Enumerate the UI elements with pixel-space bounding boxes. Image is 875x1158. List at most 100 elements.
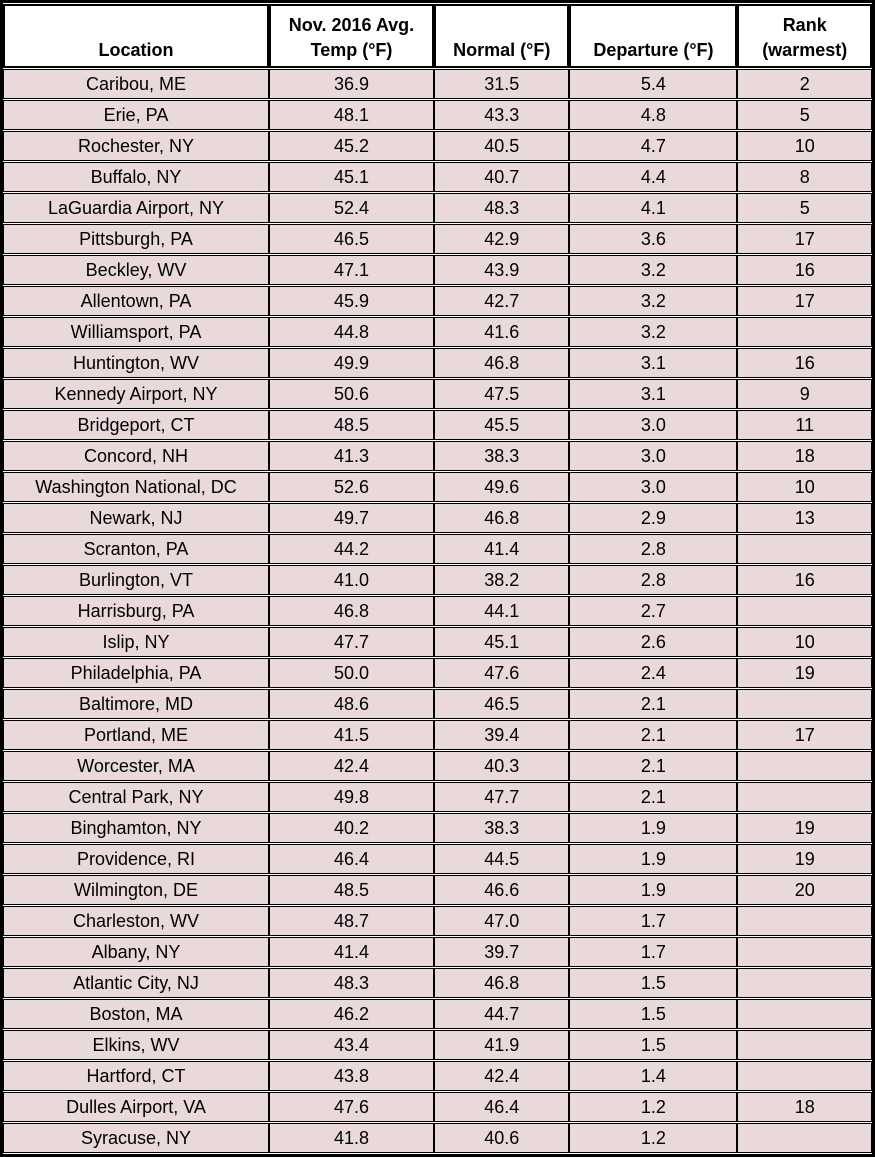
- table-cell-location: Wilmington, DE: [3, 875, 270, 905]
- table-cell-departure: 3.2: [569, 255, 738, 285]
- table-cell-avg-temp: 47.6: [269, 1092, 434, 1122]
- table-cell-avg-temp: 50.0: [269, 658, 434, 688]
- table-cell-rank: [737, 596, 872, 626]
- table-cell-avg-temp: 47.7: [269, 627, 434, 657]
- table-cell-avg-temp: 48.3: [269, 968, 434, 998]
- table-cell-rank: [737, 689, 872, 719]
- table-cell-departure: 3.0: [569, 441, 738, 471]
- table-cell-location: Central Park, NY: [3, 782, 270, 812]
- table-body: Caribou, ME 36.9 31.5 5.4 2 Erie, PA 48.1 43.3 4…: [3, 69, 872, 1153]
- table-cell-normal: 45.1: [433, 627, 570, 657]
- table-cell-avg-temp: 40.2: [269, 813, 434, 843]
- table-row: Erie, PA 48.1 43.3 4.8 5: [3, 100, 872, 130]
- table-cell-avg-temp: 44.2: [269, 534, 434, 564]
- table-cell-avg-temp: 41.8: [269, 1123, 434, 1153]
- table-cell-normal: 39.7: [433, 937, 570, 967]
- table-row: Beckley, WV 47.1 43.9 3.2 16: [3, 255, 872, 285]
- table-cell-location: Newark, NJ: [3, 503, 270, 533]
- table-cell-normal: 39.4: [433, 720, 570, 750]
- table-cell-avg-temp: 43.8: [269, 1061, 434, 1091]
- table-cell-normal: 46.8: [433, 348, 570, 378]
- table-cell-location: Rochester, NY: [3, 131, 270, 161]
- table-cell-rank: 5: [737, 193, 872, 223]
- table-row: Worcester, MA 42.4 40.3 2.1: [3, 751, 872, 781]
- table-row: Wilmington, DE 48.5 46.6 1.9 20: [3, 875, 872, 905]
- table-cell-normal: 44.5: [433, 844, 570, 874]
- table-cell-avg-temp: 47.1: [269, 255, 434, 285]
- table-cell-departure: 4.8: [569, 100, 738, 130]
- table-row: Williamsport, PA 44.8 41.6 3.2: [3, 317, 872, 347]
- table-cell-normal: 46.6: [433, 875, 570, 905]
- table-cell-location: Bridgeport, CT: [3, 410, 270, 440]
- table-cell-avg-temp: 41.3: [269, 441, 434, 471]
- table-cell-avg-temp: 45.9: [269, 286, 434, 316]
- table-row: Concord, NH 41.3 38.3 3.0 18: [3, 441, 872, 471]
- table-cell-location: Scranton, PA: [3, 534, 270, 564]
- table-cell-departure: 3.1: [569, 379, 738, 409]
- table-cell-departure: 2.1: [569, 689, 738, 719]
- table-cell-rank: 19: [737, 813, 872, 843]
- table-cell-normal: 42.4: [433, 1061, 570, 1091]
- table-row: Scranton, PA 44.2 41.4 2.8: [3, 534, 872, 564]
- table-cell-avg-temp: 50.6: [269, 379, 434, 409]
- table-cell-rank: [737, 534, 872, 564]
- table-cell-avg-temp: 41.0: [269, 565, 434, 595]
- table-cell-avg-temp: 46.4: [269, 844, 434, 874]
- table-row: Albany, NY 41.4 39.7 1.7: [3, 937, 872, 967]
- table-row: Burlington, VT 41.0 38.2 2.8 16: [3, 565, 872, 595]
- table-cell-departure: 1.9: [569, 813, 738, 843]
- table-cell-rank: [737, 968, 872, 998]
- table-cell-departure: 1.7: [569, 906, 738, 936]
- table-cell-rank: [737, 937, 872, 967]
- table-cell-departure: 1.2: [569, 1092, 738, 1122]
- table-cell-departure: 2.9: [569, 503, 738, 533]
- table-cell-departure: 1.5: [569, 968, 738, 998]
- table-cell-departure: 1.9: [569, 844, 738, 874]
- table-cell-location: Erie, PA: [3, 100, 270, 130]
- table-row: Islip, NY 47.7 45.1 2.6 10: [3, 627, 872, 657]
- table-cell-departure: 3.0: [569, 410, 738, 440]
- table-cell-location: Burlington, VT: [3, 565, 270, 595]
- table-cell-rank: 16: [737, 255, 872, 285]
- table-cell-location: Binghamton, NY: [3, 813, 270, 843]
- col-header-normal: Normal (°F): [433, 4, 570, 68]
- table-cell-location: Albany, NY: [3, 937, 270, 967]
- table-row: Philadelphia, PA 50.0 47.6 2.4 19: [3, 658, 872, 688]
- table-cell-location: Elkins, WV: [3, 1030, 270, 1060]
- table-row: Allentown, PA 45.9 42.7 3.2 17: [3, 286, 872, 316]
- table-cell-location: Atlantic City, NJ: [3, 968, 270, 998]
- table-cell-rank: 19: [737, 658, 872, 688]
- table-cell-rank: [737, 751, 872, 781]
- table-cell-normal: 45.5: [433, 410, 570, 440]
- table-cell-departure: 4.4: [569, 162, 738, 192]
- table-cell-avg-temp: 41.5: [269, 720, 434, 750]
- table-cell-departure: 2.8: [569, 565, 738, 595]
- table-row: Boston, MA 46.2 44.7 1.5: [3, 999, 872, 1029]
- table-cell-normal: 43.3: [433, 100, 570, 130]
- table-cell-avg-temp: 46.2: [269, 999, 434, 1029]
- table-cell-rank: 16: [737, 348, 872, 378]
- table-cell-normal: 40.6: [433, 1123, 570, 1153]
- table-cell-location: Baltimore, MD: [3, 689, 270, 719]
- table-row: Huntington, WV 49.9 46.8 3.1 16: [3, 348, 872, 378]
- table-cell-normal: 41.4: [433, 534, 570, 564]
- table-cell-departure: 2.7: [569, 596, 738, 626]
- table-cell-rank: 8: [737, 162, 872, 192]
- table-cell-rank: 10: [737, 131, 872, 161]
- table-cell-rank: 5: [737, 100, 872, 130]
- table-cell-departure: 1.5: [569, 999, 738, 1029]
- table-cell-rank: [737, 999, 872, 1029]
- table-cell-location: Worcester, MA: [3, 751, 270, 781]
- table-row: Washington National, DC 52.6 49.6 3.0 10: [3, 472, 872, 502]
- table-cell-avg-temp: 46.5: [269, 224, 434, 254]
- table-cell-avg-temp: 49.8: [269, 782, 434, 812]
- table-row: Bridgeport, CT 48.5 45.5 3.0 11: [3, 410, 872, 440]
- table-cell-avg-temp: 45.2: [269, 131, 434, 161]
- table-cell-departure: 2.1: [569, 782, 738, 812]
- table-cell-avg-temp: 43.4: [269, 1030, 434, 1060]
- table-cell-normal: 47.5: [433, 379, 570, 409]
- table-row: Kennedy Airport, NY 50.6 47.5 3.1 9: [3, 379, 872, 409]
- table-cell-departure: 3.2: [569, 317, 738, 347]
- table-cell-rank: [737, 782, 872, 812]
- table-cell-location: Harrisburg, PA: [3, 596, 270, 626]
